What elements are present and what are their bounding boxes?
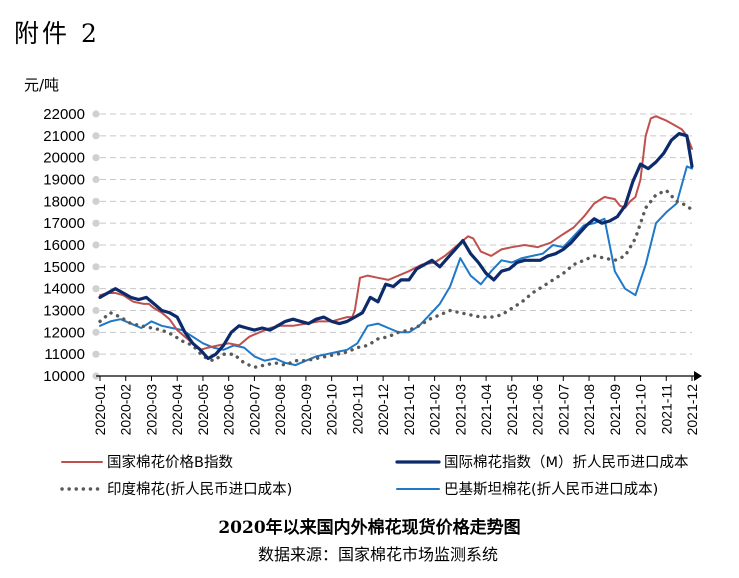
gridlines [92, 110, 702, 381]
gridline-marker [92, 306, 100, 315]
document-label: 附件 2 [14, 19, 100, 48]
legend: 国家棉花价格B指数 国际棉花指数（M）折人民币进口成本印度棉花(折人民币进口成本)… [60, 454, 689, 498]
gridline-marker [92, 241, 100, 249]
x-tick-label: 2020-12 [375, 384, 391, 436]
series-lines [98, 115, 694, 369]
y-tick-label: 18000 [43, 193, 85, 210]
y-tick-label: 20000 [43, 150, 85, 167]
x-tick-label: 2020-07 [246, 384, 262, 436]
x-tick-label: 2020-01 [92, 384, 108, 436]
x-tick-label: 2020-03 [143, 384, 159, 436]
gridline-marker [92, 132, 100, 140]
x-tick-label: 2021-10 [633, 384, 649, 436]
x-tick-label: 2020-06 [221, 384, 237, 436]
y-tick-label: 22000 [43, 106, 85, 123]
gridline-marker [92, 154, 100, 162]
y-tick-label: 16000 [43, 237, 85, 254]
gridline-marker [92, 328, 100, 336]
gridline-marker [92, 285, 100, 293]
y-tick-label: 17000 [43, 215, 85, 232]
y-axis-ticks: 10000 11000 12000 13000 14000 15000 16000 17000… [43, 106, 85, 385]
x-tick-label: 2021-05 [504, 384, 520, 436]
y-axis-label: 元/吨 [24, 76, 59, 94]
y-tick-label: 10000 [43, 368, 85, 385]
y-tick-label: 11000 [44, 346, 85, 363]
y-tick-label: 19000 [43, 172, 85, 189]
x-tick-label: 2021-08 [581, 384, 597, 436]
x-axis-ticks: 2020-01 2020-02 2020-03 2020-04 2020-05 2020-… [92, 376, 700, 435]
chart-source: 数据来源：国家棉花市场监测系统 [258, 545, 499, 564]
x-tick-label: 2020-10 [324, 384, 340, 436]
y-tick-label: 21000 [43, 128, 85, 145]
y-tick-label: 15000 [43, 259, 85, 276]
gridline-marker [92, 175, 100, 184]
x-axis-arrow [694, 371, 702, 381]
x-tick-label: 2021-11 [658, 384, 674, 435]
x-tick-label: 2021-12 [684, 384, 700, 436]
x-tick-label: 2020-09 [298, 384, 314, 436]
gridline-marker [92, 350, 100, 358]
x-tick-label: 2021-06 [530, 384, 546, 436]
series-line-1 [98, 132, 694, 361]
legend-label: 印度棉花(折人民币进口成本) [107, 481, 292, 498]
legend-label: 巴基斯坦棉花(折人民币进口成本) [444, 481, 658, 498]
y-tick-label: 12000 [43, 324, 85, 341]
y-tick-label: 13000 [43, 303, 85, 320]
y-tick-label: 14000 [43, 281, 85, 298]
series-line-0 [99, 115, 693, 351]
x-tick-label: 2021-07 [555, 384, 571, 436]
x-tick-label: 2020-08 [272, 384, 288, 436]
series-line-2 [98, 188, 694, 369]
x-tick-label: 2020-11 [349, 384, 365, 435]
gridline-marker [92, 110, 100, 118]
chart-title: 2020年以来国内外棉花现货价格走势图 [218, 518, 521, 538]
x-tick-label: 2021-02 [427, 384, 443, 436]
x-tick-label: 2021-09 [607, 384, 623, 436]
x-tick-label: 2020-05 [195, 384, 211, 436]
x-tick-label: 2020-02 [118, 384, 134, 436]
x-tick-label: 2021-04 [478, 384, 494, 436]
gridline-marker [92, 219, 100, 227]
gridline-marker [92, 263, 100, 271]
x-tick-label: 2021-03 [452, 384, 468, 436]
gridline-marker [92, 197, 100, 205]
x-tick-label: 2021-01 [401, 384, 417, 436]
x-tick-label: 2020-04 [169, 384, 185, 436]
legend-label: 国家棉花价格B指数 [107, 454, 233, 471]
legend-label: 国际棉花指数（M）折人民币进口成本 [444, 454, 689, 471]
